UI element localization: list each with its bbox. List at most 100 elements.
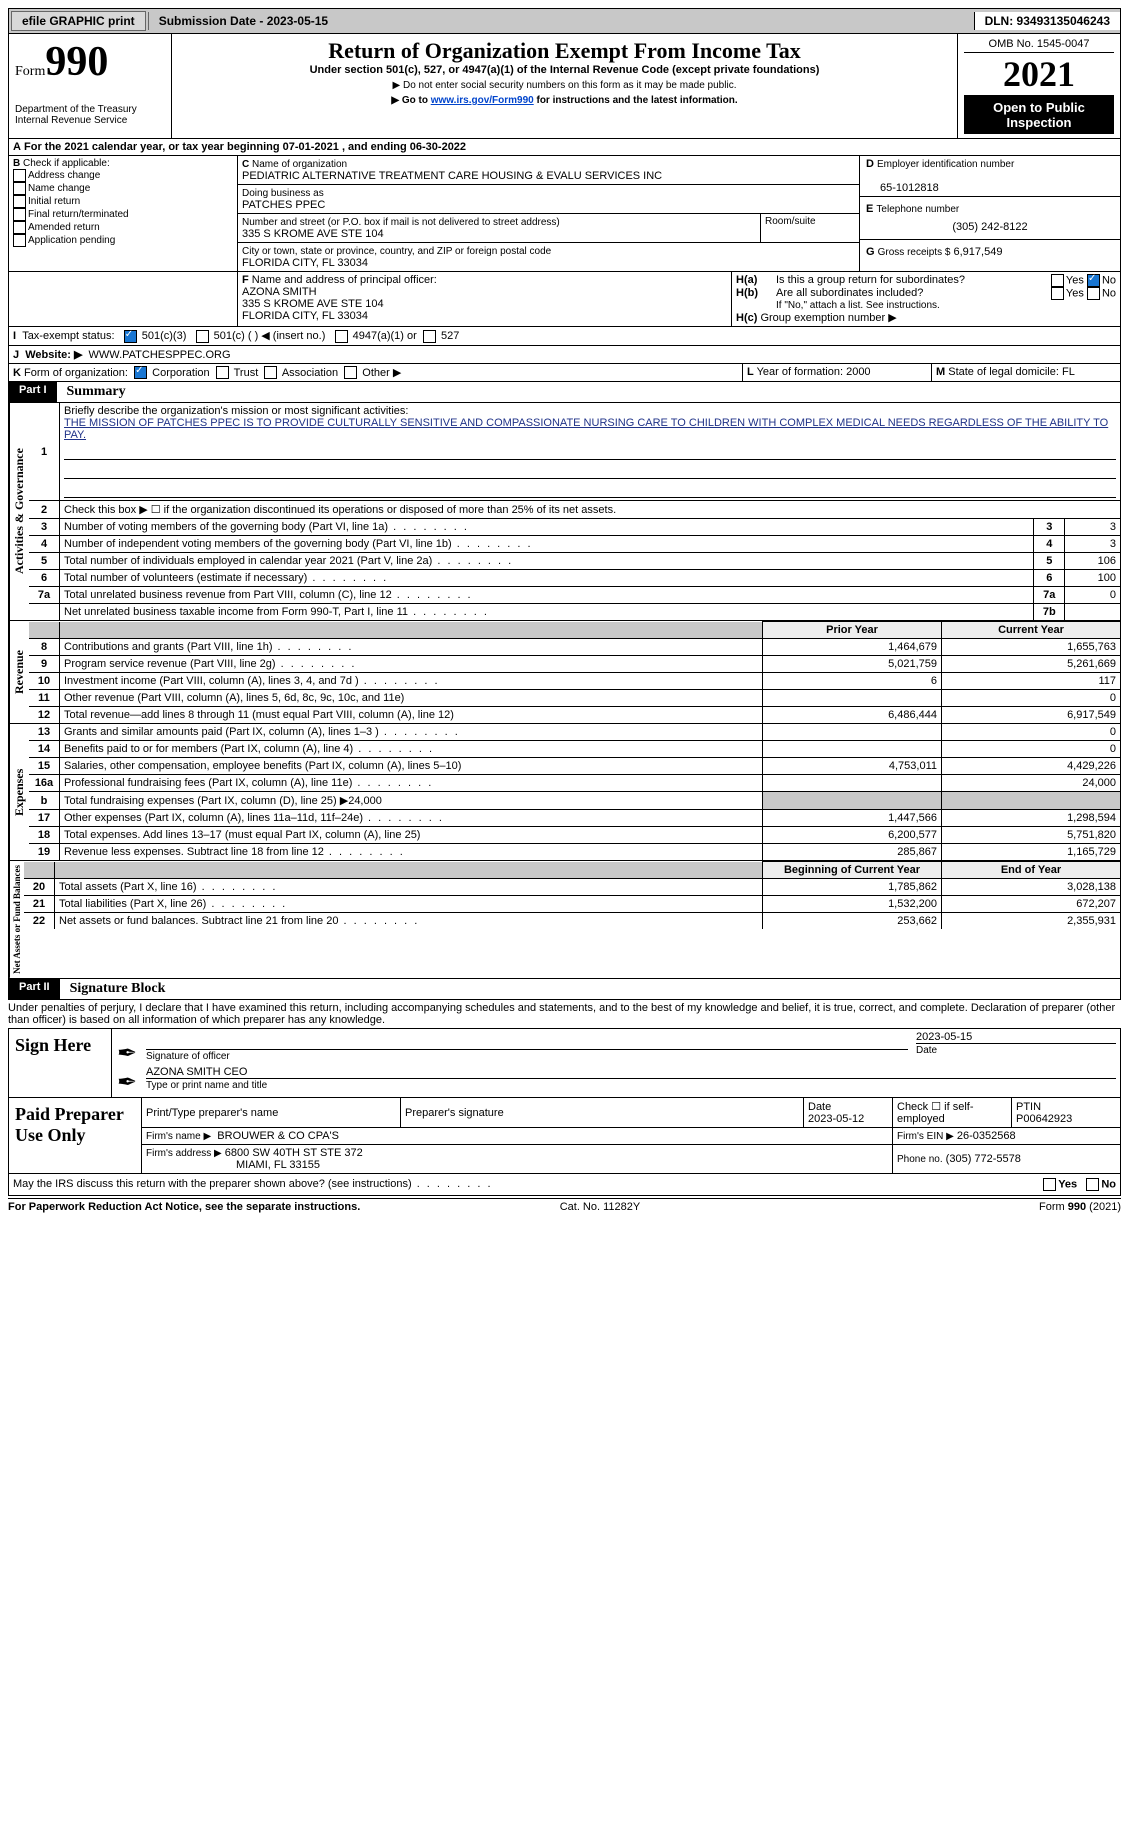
ein: 65-1012818 xyxy=(880,182,939,194)
app-pending-checkbox[interactable] xyxy=(13,234,26,247)
p16a xyxy=(763,775,942,792)
perjury-declaration: Under penalties of perjury, I declare th… xyxy=(8,1000,1121,1028)
addr-change-checkbox[interactable] xyxy=(13,169,26,182)
dba: PATCHES PPEC xyxy=(242,199,325,211)
part-i-bar: Part I Summary xyxy=(8,382,1121,403)
line-a: A For the 2021 calendar year, or tax yea… xyxy=(8,139,1121,156)
top-bar: efile GRAPHIC print Submission Date - 20… xyxy=(8,8,1121,34)
assoc-checkbox[interactable] xyxy=(264,366,277,379)
netassets-section: Net Assets or Fund Balances Beginning of… xyxy=(8,861,1121,979)
p13 xyxy=(763,724,942,741)
section-c: C Name of organization PEDIATRIC ALTERNA… xyxy=(238,156,860,271)
section-b: B Check if applicable: Address change Na… xyxy=(9,156,238,271)
city-state-zip: FLORIDA CITY, FL 33034 xyxy=(242,257,368,269)
officer-group-block: F Name and address of principal officer:… xyxy=(8,272,1121,327)
legal-domicile: FL xyxy=(1062,366,1075,378)
klm-row: K Form of organization: Corporation Trus… xyxy=(8,364,1121,383)
c17: 1,298,594 xyxy=(942,810,1121,827)
firm-addr2: MIAMI, FL 33155 xyxy=(236,1159,320,1171)
p19: 285,867 xyxy=(763,844,942,861)
trust-checkbox[interactable] xyxy=(216,366,229,379)
ptin: P00642923 xyxy=(1016,1113,1072,1125)
initial-return-checkbox[interactable] xyxy=(13,195,26,208)
c10: 117 xyxy=(942,673,1121,690)
tax-exempt-row: I Tax-exempt status: 501(c)(3) 501(c) ( … xyxy=(8,327,1121,346)
form-title: Return of Organization Exempt From Incom… xyxy=(178,38,951,64)
p15: 4,753,011 xyxy=(763,758,942,775)
irs-link[interactable]: www.irs.gov/Form990 xyxy=(431,95,534,106)
amended-checkbox[interactable] xyxy=(13,221,26,234)
netassets-label: Net Assets or Fund Balances xyxy=(9,861,24,978)
val-3: 3 xyxy=(1065,519,1120,536)
officer-addr1: 335 S KROME AVE STE 104 xyxy=(242,298,384,310)
activities-governance-label: Activities & Governance xyxy=(9,403,29,620)
expenses-section: Expenses 13Grants and similar amounts pa… xyxy=(8,724,1121,861)
c18: 5,751,820 xyxy=(942,827,1121,844)
sign-here-block: Sign Here ✒ ✒ Signature of officer 2023-… xyxy=(8,1028,1121,1098)
cat-no: Cat. No. 11282Y xyxy=(560,1201,641,1213)
section-deg: D Employer identification number 65-1012… xyxy=(860,156,1120,271)
p22: 253,662 xyxy=(763,913,942,930)
officer-sign-date: 2023-05-15 xyxy=(916,1031,1116,1043)
p12: 6,486,444 xyxy=(763,707,942,724)
p8: 1,464,679 xyxy=(763,639,942,656)
revenue-label: Revenue xyxy=(9,621,29,723)
tax-year: 2021 xyxy=(964,53,1114,96)
summary-section: Activities & Governance 1 Briefly descri… xyxy=(8,403,1121,621)
submission-date: Submission Date - 2023-05-15 xyxy=(148,12,338,30)
discuss-no-checkbox[interactable] xyxy=(1086,1178,1099,1191)
omb-number: OMB No. 1545-0047 xyxy=(964,38,1114,53)
firm-ein: 26-0352568 xyxy=(957,1130,1016,1142)
pra-notice: For Paperwork Reduction Act Notice, see … xyxy=(8,1201,360,1213)
val-6: 100 xyxy=(1065,570,1120,587)
name-change-checkbox[interactable] xyxy=(13,182,26,195)
501c-checkbox[interactable] xyxy=(196,330,209,343)
room-suite-label: Room/suite xyxy=(761,214,859,242)
hb-yes-checkbox[interactable] xyxy=(1051,287,1064,300)
501c3-checkbox[interactable] xyxy=(124,330,137,343)
corp-checkbox[interactable] xyxy=(134,366,147,379)
year-formation: 2000 xyxy=(846,366,870,378)
firm-phone: (305) 772-5578 xyxy=(946,1153,1021,1165)
discuss-yes-checkbox[interactable] xyxy=(1043,1178,1056,1191)
c15: 4,429,226 xyxy=(942,758,1121,775)
hb-no-checkbox[interactable] xyxy=(1087,287,1100,300)
c9: 5,261,669 xyxy=(942,656,1121,673)
c12: 6,917,549 xyxy=(942,707,1121,724)
website: WWW.PATCHESPPEC.ORG xyxy=(89,349,231,361)
phone: (305) 242-8122 xyxy=(866,221,1114,233)
paid-preparer-block: Paid Preparer Use Only Print/Type prepar… xyxy=(8,1098,1121,1174)
preparer-date: 2023-05-12 xyxy=(808,1113,864,1125)
c11: 0 xyxy=(942,690,1121,707)
form-number: Form990 xyxy=(15,38,165,86)
final-return-checkbox[interactable] xyxy=(13,208,26,221)
org-name: PEDIATRIC ALTERNATIVE TREATMENT CARE HOU… xyxy=(242,170,662,182)
open-to-public: Open to Public Inspection xyxy=(964,96,1114,134)
firm-name: BROUWER & CO CPA'S xyxy=(217,1130,339,1142)
sign-here-label: Sign Here xyxy=(9,1029,111,1097)
p18: 6,200,577 xyxy=(763,827,942,844)
efile-print-button[interactable]: efile GRAPHIC print xyxy=(11,11,146,31)
officer-name: AZONA SMITH xyxy=(242,286,317,298)
other-checkbox[interactable] xyxy=(344,366,357,379)
527-checkbox[interactable] xyxy=(423,330,436,343)
val-4: 3 xyxy=(1065,536,1120,553)
c8: 1,655,763 xyxy=(942,639,1121,656)
form-footer: Form 990 (2021) xyxy=(1039,1201,1121,1213)
firm-addr: 6800 SW 40TH ST STE 372 xyxy=(225,1147,363,1159)
officer-addr2: FLORIDA CITY, FL 33034 xyxy=(242,310,368,322)
discuss-row: May the IRS discuss this return with the… xyxy=(8,1174,1121,1196)
ha-yes-checkbox[interactable] xyxy=(1051,274,1064,287)
part-ii-bar: Part II Signature Block xyxy=(8,979,1121,1000)
c22: 2,355,931 xyxy=(942,913,1121,930)
c14: 0 xyxy=(942,741,1121,758)
p11 xyxy=(763,690,942,707)
c16a: 24,000 xyxy=(942,775,1121,792)
val-5: 106 xyxy=(1065,553,1120,570)
website-row: J Website: ▶ WWW.PATCHESPPEC.ORG xyxy=(8,346,1121,364)
ha-no-checkbox[interactable] xyxy=(1087,274,1100,287)
4947-checkbox[interactable] xyxy=(335,330,348,343)
form-subtitle: Under section 501(c), 527, or 4947(a)(1)… xyxy=(178,64,951,76)
p9: 5,021,759 xyxy=(763,656,942,673)
page-footer: For Paperwork Reduction Act Notice, see … xyxy=(8,1198,1121,1213)
